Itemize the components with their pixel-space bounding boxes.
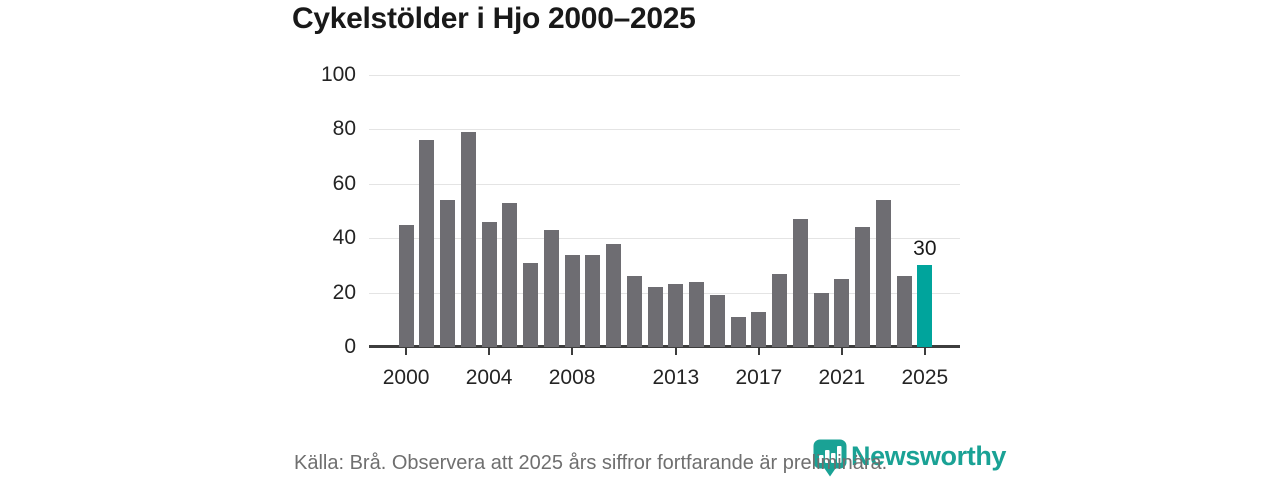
x-tick-2004 xyxy=(488,348,491,355)
gridline-60 xyxy=(369,183,960,185)
bar-2018 xyxy=(772,273,788,347)
bar-2004 xyxy=(481,221,497,347)
x-axis-label-2004: 2004 xyxy=(465,366,513,389)
bar-2016 xyxy=(730,317,746,347)
bar-2002 xyxy=(440,200,456,347)
bar-2022 xyxy=(855,227,871,347)
bar-chart-pin-icon xyxy=(813,439,847,477)
bar-2008 xyxy=(564,254,580,347)
bar-2001 xyxy=(419,140,435,347)
x-tick-2013 xyxy=(674,348,677,355)
y-axis-label-40: 40 xyxy=(332,226,356,250)
bar-2012 xyxy=(647,287,663,347)
bar-2024 xyxy=(896,276,912,347)
y-axis-label-100: 100 xyxy=(320,63,356,86)
bar-2005 xyxy=(502,202,518,347)
x-axis-label-2025: 2025 xyxy=(901,366,949,389)
gridline-80 xyxy=(369,129,960,131)
bar-2014 xyxy=(689,281,705,347)
newsworthy-logo: Newsworthy xyxy=(813,439,1006,478)
bar-2011 xyxy=(626,276,642,347)
x-tick-2000 xyxy=(405,348,408,355)
source-note: Källa: Brå. Observera att 2025 års siffr… xyxy=(294,452,888,474)
x-tick-2008 xyxy=(571,348,574,355)
x-axis-label-2021: 2021 xyxy=(818,366,866,389)
bar-2025 xyxy=(917,265,933,347)
bar-2007 xyxy=(543,230,559,347)
gridline-20 xyxy=(369,292,960,294)
bar-2006 xyxy=(523,262,539,347)
x-tick-2017 xyxy=(757,348,760,355)
chart-title: Cykelstölder i Hjo 2000–2025 xyxy=(292,2,696,35)
y-axis-label-60: 60 xyxy=(332,171,356,195)
bar-2009 xyxy=(585,254,601,347)
x-axis-line xyxy=(369,345,960,348)
bar-2003 xyxy=(460,132,476,347)
newsworthy-wordmark: Newsworthy xyxy=(851,441,1007,471)
x-axis-label-2017: 2017 xyxy=(735,366,783,389)
gridline-100 xyxy=(369,75,960,76)
x-axis-label-2000: 2000 xyxy=(382,366,430,389)
y-axis-label-0: 0 xyxy=(344,335,356,358)
x-tick-2021 xyxy=(840,348,843,355)
bar-2017 xyxy=(751,311,767,347)
bar-2010 xyxy=(606,243,622,347)
bar-2019 xyxy=(792,219,808,347)
bar-2000 xyxy=(398,224,414,347)
gridline-40 xyxy=(369,238,960,240)
bar-2023 xyxy=(875,200,891,347)
highlight-value-label: 30 xyxy=(913,237,937,261)
x-axis-label-2013: 2013 xyxy=(652,366,700,389)
bar-2015 xyxy=(709,295,725,347)
x-tick-2025 xyxy=(923,348,926,355)
bar-2013 xyxy=(668,284,684,347)
plot-area: 2000 2004 2008 2013 2017 2021 2025 30 xyxy=(369,75,960,389)
y-axis-label-80: 80 xyxy=(332,117,356,141)
x-axis-label-2008: 2008 xyxy=(548,366,596,389)
y-axis-label-20: 20 xyxy=(332,280,356,304)
bar-2020 xyxy=(813,292,829,347)
bar-2021 xyxy=(834,279,850,347)
